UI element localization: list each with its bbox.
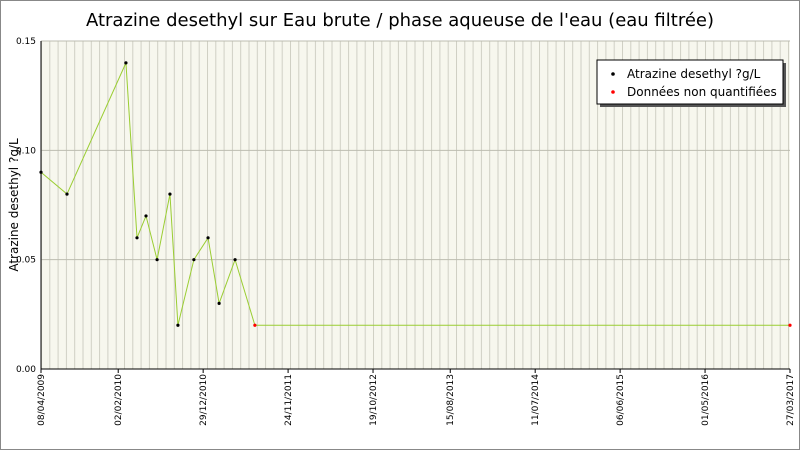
- y-tick-label: 0.10: [16, 146, 36, 156]
- plot-layer: 0.00 0.05 0.10 0.15 08/04/2009 02/02/2010 29/1…: [16, 37, 796, 426]
- y-tick-label: 0.15: [16, 37, 36, 47]
- data-point: [217, 301, 221, 305]
- x-tick-label: 19/10/2012: [369, 374, 379, 426]
- data-point: [135, 236, 139, 240]
- x-tick-label: 29/12/2010: [199, 374, 209, 426]
- legend: Atrazine desethyl ?g/L Données non quanti…: [596, 59, 786, 107]
- legend-label: Atrazine desethyl ?g/L: [627, 67, 761, 81]
- data-point: [233, 258, 237, 262]
- x-tick-label: 24/11/2011: [284, 374, 294, 426]
- legend-marker: [611, 90, 615, 94]
- x-tick-label: 11/07/2014: [531, 374, 541, 426]
- data-point: [206, 236, 210, 240]
- x-tick-label: 08/04/2009: [37, 374, 47, 426]
- legend-label: Données non quantifiées: [627, 85, 777, 99]
- y-axis-label: Atrazine desethyl ?g/L: [7, 138, 21, 272]
- data-point: [788, 323, 792, 327]
- x-tick-label: 06/06/2015: [616, 374, 626, 426]
- data-line: [40, 62, 790, 326]
- x-tick-label: 27/03/2017: [786, 374, 796, 426]
- x-tick-label: 01/05/2016: [701, 374, 711, 426]
- x-tick-label: 02/02/2010: [114, 374, 124, 426]
- data-point: [192, 258, 196, 262]
- y-tick-label: 0.05: [16, 256, 36, 266]
- y-tick-label: 0.00: [16, 365, 36, 375]
- data-point: [155, 258, 159, 262]
- legend-marker: [611, 72, 615, 76]
- data-point: [39, 170, 43, 174]
- x-tick-label: 15/08/2013: [446, 374, 456, 426]
- data-point: [176, 323, 180, 327]
- chart-title: Atrazine desethyl sur Eau brute / phase …: [86, 10, 714, 31]
- legend-box: [596, 59, 784, 105]
- data-point: [144, 214, 148, 218]
- data-point: [253, 323, 257, 327]
- data-point: [168, 192, 172, 196]
- data-point: [124, 61, 128, 65]
- data-point: [65, 192, 69, 196]
